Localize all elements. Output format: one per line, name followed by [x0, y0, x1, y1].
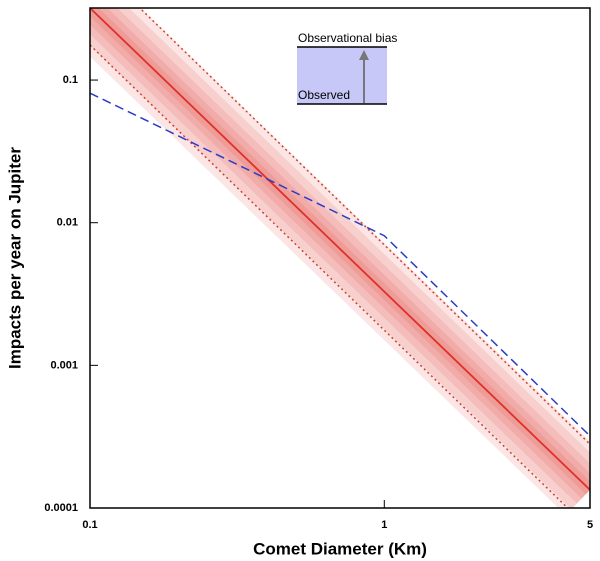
series-line: [90, 44, 569, 508]
inset-arrowhead: [359, 50, 369, 60]
plot-frame: [89, 7, 591, 509]
inset-box: [297, 47, 387, 104]
series-line: [141, 9, 590, 445]
x-axis-label: Comet Diameter (Km): [253, 539, 427, 558]
x-tick-label: 5: [587, 519, 593, 531]
x-tick-label: 1: [381, 519, 387, 531]
x-tick-label: 0.1: [82, 519, 97, 531]
y-tick-label: 0.001: [50, 359, 78, 371]
series-line: [90, 8, 590, 491]
y-tick-label: 0.01: [57, 217, 78, 229]
series-line: [90, 92, 590, 437]
annotation: Observational bias: [298, 31, 397, 45]
plot-area: [90, 8, 590, 508]
annotation: Observed: [298, 88, 350, 102]
y-tick-label: 0.1: [63, 74, 78, 86]
y-tick-label: 0.0001: [44, 502, 78, 514]
y-axis-label: Impacts per year on Jupiter: [5, 147, 24, 369]
